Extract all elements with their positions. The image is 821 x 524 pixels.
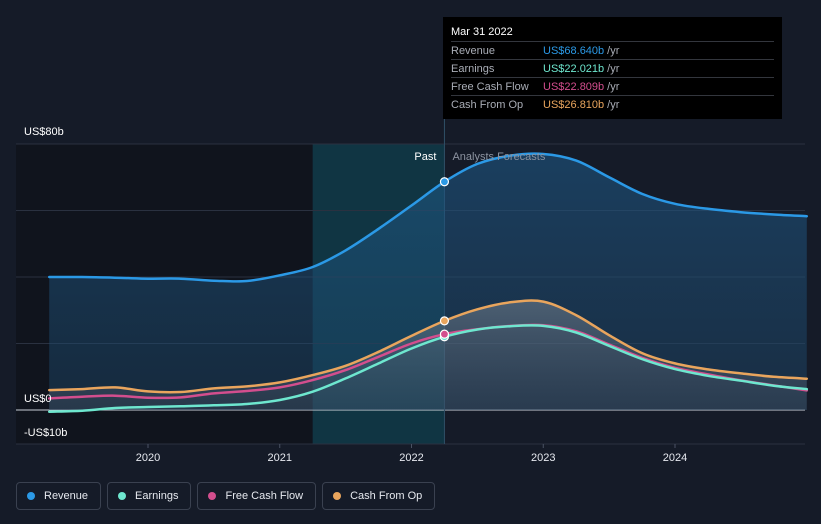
revenue-line <box>47 152 809 283</box>
x-tick-label: 2020 <box>136 452 160 464</box>
legend-label: Earnings <box>135 490 179 502</box>
earnings-line <box>47 324 809 413</box>
free-cash-flow-marker <box>439 329 450 339</box>
tooltip-unit: /yr <box>607 44 620 57</box>
y-tick-label: US$80b <box>24 126 64 138</box>
legend-label: Revenue <box>44 490 89 502</box>
y-tick-label: -US$10b <box>24 427 67 439</box>
x-tick-label: 2022 <box>399 452 423 464</box>
tooltip-row-earnings: Earnings US$22.021b/yr <box>451 59 774 77</box>
tooltip-label: Free Cash Flow <box>451 80 529 93</box>
tooltip-value: US$22.809b <box>543 80 605 93</box>
tooltip-unit: /yr <box>607 62 620 75</box>
tooltip-row-free-cash-flow: Free Cash Flow US$22.809b/yr <box>451 77 774 95</box>
legend-dot-icon <box>118 492 127 500</box>
tooltip: Mar 31 2022 Revenue US$68.640b/yr Earnings… <box>443 17 782 119</box>
cash-from-op-line <box>47 299 809 394</box>
forecast-label: Analysts Forecasts <box>452 151 545 163</box>
revenue-marker <box>439 177 450 187</box>
x-tick-label: 2021 <box>268 452 292 464</box>
legend-item-cash-from-op[interactable]: Cash From Op <box>322 482 436 510</box>
x-tick-label: 2023 <box>531 452 555 464</box>
legend: Revenue Earnings Free Cash Flow Cash From O… <box>16 482 436 510</box>
tooltip-value: US$22.021b <box>543 62 605 75</box>
tooltip-label: Earnings <box>451 62 495 75</box>
cash-from-op-area <box>49 300 807 410</box>
tooltip-unit: /yr <box>607 98 620 111</box>
legend-label: Cash From Op <box>350 490 423 502</box>
legend-dot-icon <box>333 492 342 500</box>
tooltip-value: US$26.810b <box>543 98 605 111</box>
cash-from-op-marker <box>439 316 450 326</box>
legend-dot-icon <box>27 492 35 500</box>
tooltip-value: US$68.640b <box>543 44 605 57</box>
past-label: Past <box>414 151 436 163</box>
tooltip-unit: /yr <box>607 80 620 93</box>
legend-label: Free Cash Flow <box>225 490 304 502</box>
tooltip-label: Cash From Op <box>451 98 524 111</box>
x-tick-label: 2024 <box>663 452 687 464</box>
tooltip-date: Mar 31 2022 <box>451 26 513 38</box>
tooltip-row-revenue: Revenue US$68.640b/yr <box>451 41 774 59</box>
legend-item-earnings[interactable]: Earnings <box>107 482 192 510</box>
legend-item-revenue[interactable]: Revenue <box>16 482 102 510</box>
y-tick-label: US$0 <box>24 393 52 405</box>
tooltip-label: Revenue <box>451 44 496 57</box>
legend-item-free-cash-flow[interactable]: Free Cash Flow <box>197 482 317 510</box>
tooltip-row-cash-from-op: Cash From Op US$26.810b/yr <box>451 95 774 113</box>
legend-dot-icon <box>208 492 217 500</box>
free-cash-flow-line <box>47 323 809 400</box>
